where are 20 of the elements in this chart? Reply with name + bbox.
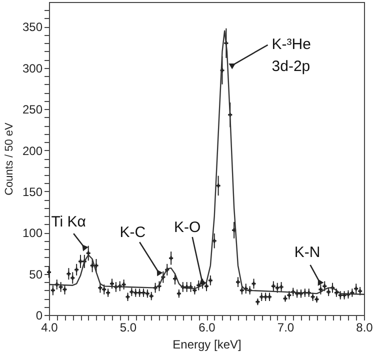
y-tick-label: 350: [22, 20, 43, 34]
y-tick-label: 300: [22, 61, 43, 76]
y-tick-label: 200: [22, 144, 43, 158]
y-tick-label: 100: [22, 226, 43, 240]
x-tick-label: 4.0: [41, 320, 58, 334]
annotation: K-³He 3d-2p: [272, 36, 311, 75]
y-tick-label: 50: [29, 267, 43, 282]
y-tick-label: 150: [22, 184, 43, 199]
annotation: K-O: [174, 218, 201, 236]
x-tick-label: 6.0: [198, 320, 216, 334]
annotation: K-N: [294, 244, 320, 261]
y-axis-title: Counts / 50 eV: [3, 122, 16, 196]
annotation: Ti Kα: [51, 214, 86, 231]
y-tick-label: 250: [22, 102, 43, 117]
x-tick-label: 7.0: [277, 320, 294, 334]
x-tick-label: 5.0: [120, 320, 137, 334]
annotation: K-C: [120, 224, 146, 242]
x-axis-title: Energy [keV]: [172, 338, 242, 352]
y-tick-label: 0: [36, 308, 43, 322]
x-tick-label: 8.0: [356, 320, 374, 334]
